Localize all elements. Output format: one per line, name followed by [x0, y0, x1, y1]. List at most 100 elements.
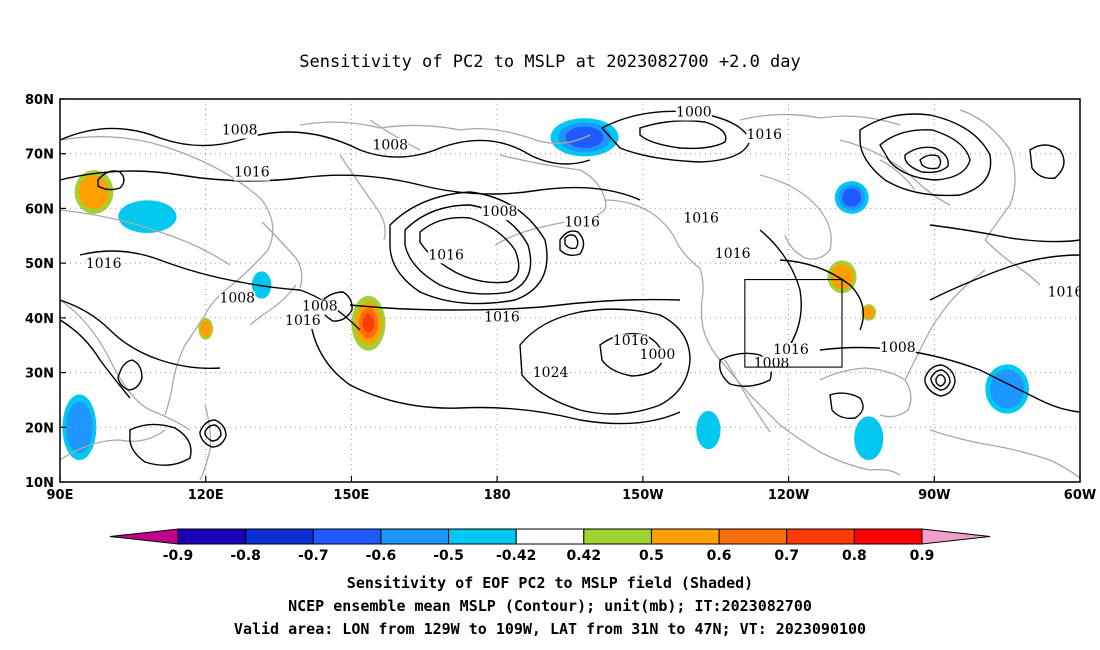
x-tick-label: 60W [1064, 488, 1096, 503]
caption-line-2: NCEP ensemble mean MSLP (Contour); unit(… [288, 597, 812, 615]
isobar-label: 1016 [428, 247, 464, 263]
chart-title: Sensitivity of PC2 to MSLP at 2023082700… [299, 52, 801, 72]
isobar-label-background [233, 165, 270, 181]
isobar-label-background [639, 347, 676, 363]
isobar-label: 1008 [880, 340, 916, 356]
isobar-label-background [428, 248, 465, 264]
isobar-label: 1016 [715, 246, 751, 262]
isobar-label: 1016 [484, 310, 520, 326]
isobar-label: 1008 [302, 299, 338, 315]
isobar-label: 1016 [773, 342, 809, 358]
colorbar-level-label: -0.5 [433, 548, 464, 564]
isobar-label: 1016 [564, 214, 600, 230]
isobar-label: 1008 [222, 123, 258, 139]
isobar-label-background [1084, 262, 1100, 277]
y-tick-label: 40N [25, 312, 54, 327]
x-axis: 90E 120E 150E 180 150W 120W 90W 60W [47, 476, 1096, 503]
colorbar-box [583, 528, 652, 545]
colorbar-box [448, 528, 517, 545]
x-tick-label: 150E [333, 488, 369, 503]
isobar-label: 1000 [676, 105, 712, 121]
isobar-label-background [481, 205, 518, 221]
isobar-label-background [301, 299, 338, 315]
colorbar-box [515, 528, 585, 545]
colorbar-min-triangle [109, 528, 179, 545]
caption-line-1: Sensitivity of EOF PC2 to MSLP field (Sh… [347, 574, 753, 592]
isobar-label-background [746, 127, 783, 143]
x-tick-label: 90E [47, 488, 74, 503]
sensitivity-patch [118, 200, 177, 234]
sensitivity-patch [200, 320, 212, 338]
y-tick-label: 60N [25, 202, 54, 217]
y-tick-label: 50N [25, 257, 54, 272]
isobar-label: 1008 [1084, 261, 1100, 277]
isobar-label-background [532, 365, 569, 381]
isobar-label-background [564, 215, 601, 231]
map-area: 1008100810081008100810081008100810161016… [60, 99, 1100, 482]
isobar-label: 1008 [482, 204, 518, 220]
valid-area-box [744, 279, 843, 368]
x-tick-label: 120E [188, 488, 224, 503]
sensitivity-patch [362, 314, 375, 333]
colorbar-level-label: -0.6 [366, 548, 397, 564]
isobar-label: 1000 [640, 347, 676, 363]
colorbar-box [380, 528, 450, 545]
isobar-label-background [714, 247, 751, 263]
colorbar-box [312, 528, 382, 545]
colorbar-box [245, 528, 314, 545]
colorbar-box [786, 528, 855, 545]
isobar-label: 1016 [613, 333, 649, 349]
x-tick-label: 120W [768, 488, 809, 503]
caption-line-3: Valid area: LON from 129W to 109W, LAT f… [234, 620, 866, 638]
colorbar-level-label: 0.7 [774, 548, 799, 564]
isobar-label-background [879, 340, 916, 356]
isobar-label: 1016 [1048, 285, 1084, 301]
colorbar-level-label: 0.9 [910, 548, 935, 564]
y-tick-label: 10N [25, 476, 54, 491]
isobar-label: 1008 [372, 137, 408, 153]
isobar-label-background [221, 123, 258, 139]
colorbar-level-label: 0.42 [567, 548, 602, 564]
colorbar-level-label: -0.7 [298, 548, 329, 564]
sensitivity-patch [78, 174, 110, 210]
isobar-label: 1008 [754, 356, 790, 372]
y-tick-label: 30N [25, 367, 54, 382]
y-tick-label: 80N [25, 93, 54, 108]
x-tick-label: 150W [622, 488, 663, 503]
isobar-label: 1016 [86, 256, 122, 272]
map-frame [59, 98, 1081, 483]
isobar-label-background [372, 138, 409, 154]
sensitivity-patch [854, 416, 884, 461]
sensitivity-patch [66, 401, 93, 453]
colorbar-level-label: 0.5 [639, 548, 664, 564]
colorbar: -0.9 -0.8 -0.7 -0.6 -0.5 -0.42 0.42 0.5 0.6 0.7 0.… [109, 528, 991, 564]
y-axis: 10N 20N 30N 40N 50N 60N 70N 80N [25, 93, 66, 491]
isobar-label-background [612, 334, 649, 350]
x-tick-label: 90W [918, 488, 950, 503]
lat-lon-gridlines [60, 99, 1080, 482]
sensitivity-patch [251, 271, 272, 299]
colorbar-box [177, 528, 247, 545]
mslp-isobars [60, 110, 1080, 466]
isobar-labels: 1008100810081008100810081008100810161016… [85, 105, 1100, 381]
isobar-label-background [219, 291, 256, 307]
isobar-label-background [284, 313, 321, 329]
isobar-label-background [484, 310, 520, 326]
y-tick-label: 20N [25, 421, 54, 436]
coastlines [60, 109, 1080, 481]
isobar-label-background [753, 356, 790, 372]
isobar-label: 1016 [683, 211, 719, 227]
isobar-label-background [683, 211, 720, 227]
isobar-label-background [1047, 285, 1080, 301]
sensitivity-patch [863, 305, 875, 319]
colorbar-max-triangle [921, 528, 991, 545]
colorbar-box [718, 528, 788, 545]
x-tick-label: 180 [484, 488, 511, 503]
sensitivity-shading [62, 118, 1029, 461]
isobar-label: 1016 [234, 165, 270, 181]
isobar-label: 1016 [746, 127, 782, 143]
colorbar-level-label: -0.42 [496, 548, 536, 564]
isobar-label: 1008 [219, 291, 255, 307]
colorbar-level-label: -0.8 [230, 548, 261, 564]
